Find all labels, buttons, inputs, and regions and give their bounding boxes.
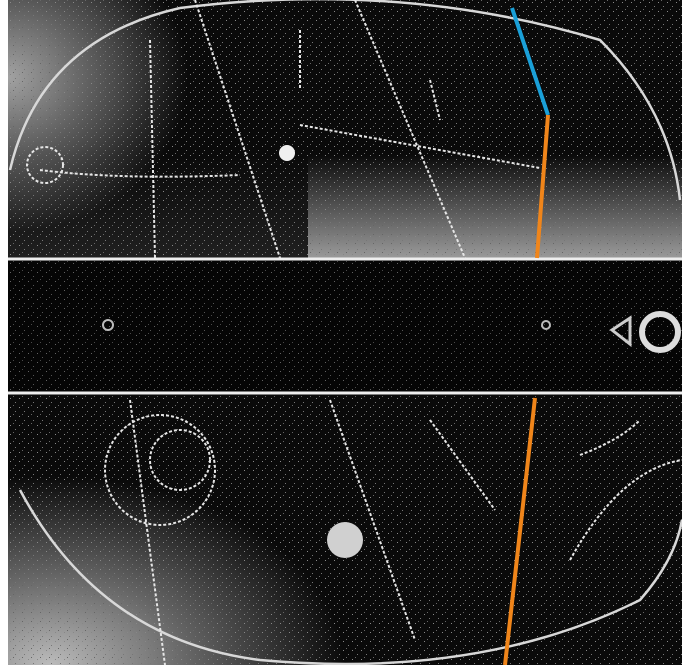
blob xyxy=(279,145,295,161)
middle-noise xyxy=(8,258,682,395)
fiducial xyxy=(541,320,551,330)
track-highlight-orange xyxy=(503,397,537,665)
tracks xyxy=(26,0,682,665)
track-highlight-blue xyxy=(510,7,550,116)
port-fixture xyxy=(609,315,632,348)
port-ring xyxy=(639,311,681,353)
top-noise xyxy=(8,0,682,258)
chamber-walls xyxy=(8,0,682,665)
fiducial xyxy=(102,319,114,331)
track-highlight-orange xyxy=(535,114,550,259)
blob xyxy=(327,522,363,558)
